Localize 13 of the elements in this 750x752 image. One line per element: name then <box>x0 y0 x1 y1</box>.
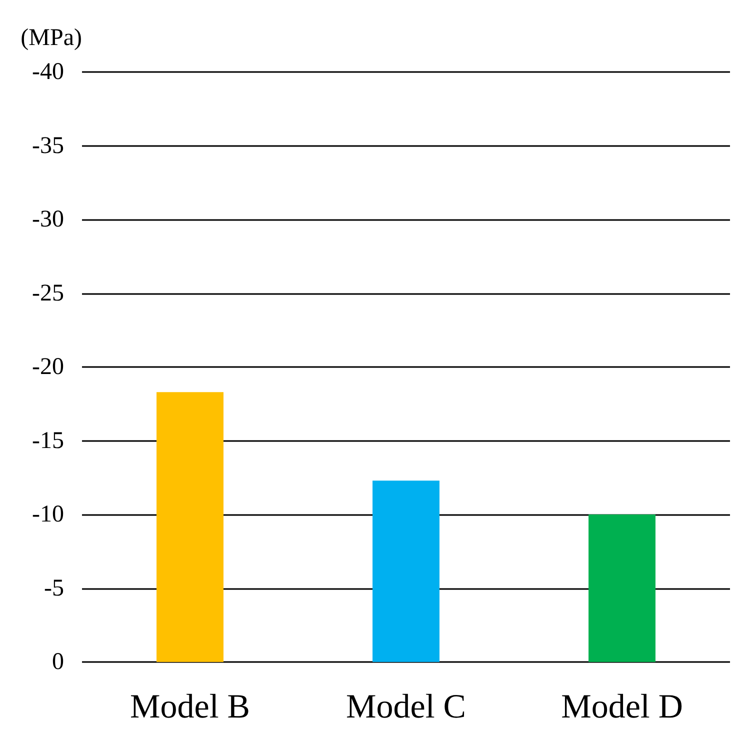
x-tick-label: Model C <box>346 688 466 726</box>
y-tick-label: -30 <box>32 206 64 232</box>
y-tick-label: -15 <box>32 428 64 454</box>
x-tick-label: Model B <box>130 688 250 726</box>
y-tick-label: 0 <box>52 649 64 675</box>
x-tick-label: Model D <box>561 688 683 726</box>
y-tick-label: -25 <box>32 280 64 306</box>
y-tick-label: -10 <box>32 502 64 528</box>
y-axis-title: (MPa) <box>20 25 82 51</box>
y-tick-label: -35 <box>32 132 64 159</box>
y-tick-label: -5 <box>44 575 64 602</box>
y-tick-label: -40 <box>32 59 64 85</box>
y-tick-label: -20 <box>32 354 64 380</box>
